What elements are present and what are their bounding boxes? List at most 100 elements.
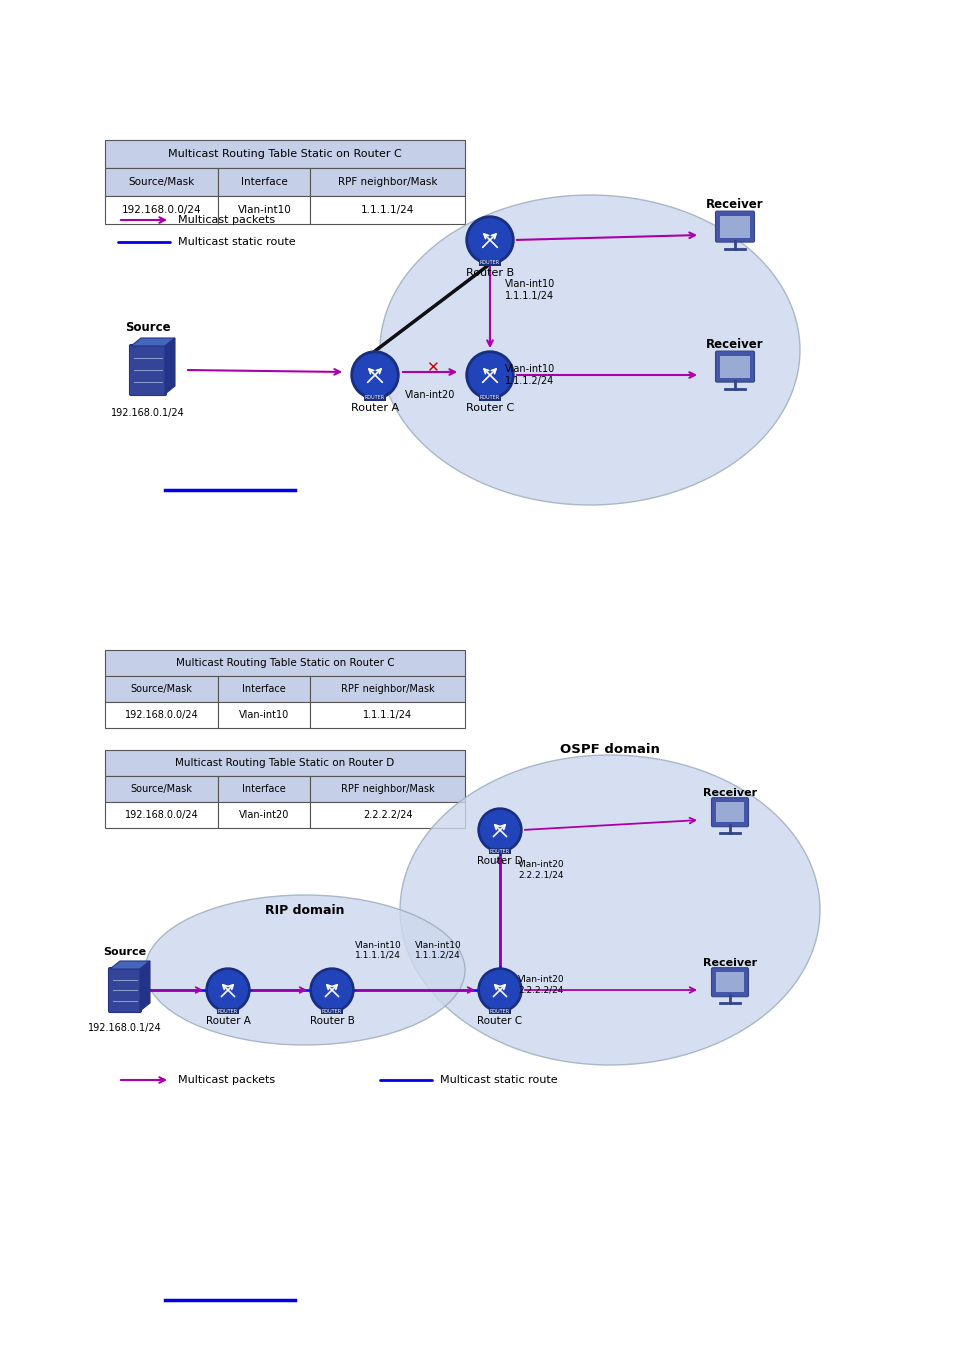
Text: ✕: ✕ xyxy=(425,360,438,375)
Text: RPF neighbor/Mask: RPF neighbor/Mask xyxy=(337,177,436,188)
FancyBboxPatch shape xyxy=(218,167,310,196)
Text: Router B: Router B xyxy=(465,269,514,278)
Circle shape xyxy=(310,968,354,1012)
Circle shape xyxy=(465,216,514,265)
Text: Multicast Routing Table Static on Router C: Multicast Routing Table Static on Router… xyxy=(168,148,401,159)
FancyBboxPatch shape xyxy=(105,776,218,802)
Polygon shape xyxy=(131,338,174,346)
Text: Router D: Router D xyxy=(476,856,522,865)
Text: Router C: Router C xyxy=(465,404,514,413)
Text: OSPF domain: OSPF domain xyxy=(559,744,659,756)
Text: Router B: Router B xyxy=(309,1017,355,1026)
Text: Vlan-int10
1.1.1.2/24: Vlan-int10 1.1.1.2/24 xyxy=(504,364,555,386)
Text: 192.168.0.0/24: 192.168.0.0/24 xyxy=(125,710,198,720)
Circle shape xyxy=(480,810,518,849)
Text: Vlan-int10
1.1.1.2/24: Vlan-int10 1.1.1.2/24 xyxy=(415,941,461,960)
Text: Vlan-int10: Vlan-int10 xyxy=(237,205,291,215)
Circle shape xyxy=(313,971,351,1010)
Text: Multicast Routing Table Static on Router C: Multicast Routing Table Static on Router… xyxy=(175,657,394,668)
Circle shape xyxy=(351,351,398,400)
Text: Vlan-int20
2.2.2.1/24: Vlan-int20 2.2.2.1/24 xyxy=(517,860,564,880)
Text: Source: Source xyxy=(103,946,147,957)
Text: 1.1.1.1/24: 1.1.1.1/24 xyxy=(360,205,414,215)
Text: Source/Mask: Source/Mask xyxy=(131,684,193,694)
Text: ROUTER: ROUTER xyxy=(365,396,385,401)
Text: 1.1.1.1/24: 1.1.1.1/24 xyxy=(363,710,412,720)
FancyBboxPatch shape xyxy=(715,351,754,382)
Text: Interface: Interface xyxy=(241,177,288,188)
Text: Vlan-int10
1.1.1.1/24: Vlan-int10 1.1.1.1/24 xyxy=(355,941,401,960)
Text: ROUTER: ROUTER xyxy=(479,396,499,401)
Text: Source/Mask: Source/Mask xyxy=(129,177,194,188)
Text: RPF neighbor/Mask: RPF neighbor/Mask xyxy=(340,784,434,794)
Ellipse shape xyxy=(379,194,800,505)
Text: 192.168.0.0/24: 192.168.0.0/24 xyxy=(122,205,201,215)
Text: 192.168.0.1/24: 192.168.0.1/24 xyxy=(88,1023,162,1033)
Text: Interface: Interface xyxy=(242,784,286,794)
Text: Router A: Router A xyxy=(205,1017,251,1026)
Text: Multicast packets: Multicast packets xyxy=(178,1075,274,1085)
Circle shape xyxy=(468,354,511,396)
Circle shape xyxy=(354,354,395,396)
FancyBboxPatch shape xyxy=(716,802,743,822)
Text: Source: Source xyxy=(125,321,171,333)
Text: 2.2.2.2/24: 2.2.2.2/24 xyxy=(362,810,412,819)
FancyBboxPatch shape xyxy=(310,776,464,802)
FancyBboxPatch shape xyxy=(218,196,310,224)
FancyBboxPatch shape xyxy=(109,968,141,1012)
FancyBboxPatch shape xyxy=(105,196,218,224)
Text: Vlan-int20: Vlan-int20 xyxy=(239,810,289,819)
Text: Vlan-int20: Vlan-int20 xyxy=(404,390,455,400)
FancyBboxPatch shape xyxy=(310,676,464,702)
Polygon shape xyxy=(110,961,150,969)
FancyBboxPatch shape xyxy=(218,776,310,802)
FancyBboxPatch shape xyxy=(720,216,749,238)
Text: Multicast static route: Multicast static route xyxy=(439,1075,558,1085)
FancyBboxPatch shape xyxy=(218,802,310,828)
Circle shape xyxy=(209,971,247,1010)
FancyBboxPatch shape xyxy=(105,676,218,702)
FancyBboxPatch shape xyxy=(720,355,749,378)
Circle shape xyxy=(468,219,511,261)
Text: ROUTER: ROUTER xyxy=(479,261,499,266)
Text: Receiver: Receiver xyxy=(705,198,763,211)
Text: Interface: Interface xyxy=(242,684,286,694)
Text: Receiver: Receiver xyxy=(702,958,757,968)
FancyBboxPatch shape xyxy=(715,211,754,242)
Text: Multicast static route: Multicast static route xyxy=(178,238,295,247)
FancyBboxPatch shape xyxy=(310,196,464,224)
Text: Vlan-int20
2.2.2.2/24: Vlan-int20 2.2.2.2/24 xyxy=(517,975,564,995)
Text: Vlan-int10: Vlan-int10 xyxy=(239,710,289,720)
Text: RPF neighbor/Mask: RPF neighbor/Mask xyxy=(340,684,434,694)
FancyBboxPatch shape xyxy=(711,798,748,826)
Text: 192.168.0.0/24: 192.168.0.0/24 xyxy=(125,810,198,819)
Circle shape xyxy=(477,968,521,1012)
Text: Receiver: Receiver xyxy=(705,339,763,351)
Text: ROUTER: ROUTER xyxy=(217,1008,238,1014)
FancyBboxPatch shape xyxy=(105,167,218,196)
Circle shape xyxy=(465,351,514,400)
Text: Router C: Router C xyxy=(476,1017,522,1026)
Text: ROUTER: ROUTER xyxy=(321,1008,342,1014)
Text: Multicast Routing Table Static on Router D: Multicast Routing Table Static on Router… xyxy=(175,757,395,768)
FancyBboxPatch shape xyxy=(130,344,167,396)
FancyBboxPatch shape xyxy=(105,802,218,828)
Circle shape xyxy=(206,968,250,1012)
FancyBboxPatch shape xyxy=(711,968,748,996)
Text: Router A: Router A xyxy=(351,404,398,413)
Text: Receiver: Receiver xyxy=(702,788,757,798)
FancyBboxPatch shape xyxy=(105,751,464,776)
FancyBboxPatch shape xyxy=(716,972,743,992)
Text: RIP domain: RIP domain xyxy=(265,903,344,917)
Circle shape xyxy=(480,971,518,1010)
Text: Source/Mask: Source/Mask xyxy=(131,784,193,794)
FancyBboxPatch shape xyxy=(105,702,218,728)
FancyBboxPatch shape xyxy=(310,802,464,828)
Text: Vlan-int10
1.1.1.1/24: Vlan-int10 1.1.1.1/24 xyxy=(504,279,555,301)
FancyBboxPatch shape xyxy=(310,167,464,196)
FancyBboxPatch shape xyxy=(218,676,310,702)
Polygon shape xyxy=(140,961,150,1011)
Ellipse shape xyxy=(399,755,820,1065)
Text: 192.168.0.1/24: 192.168.0.1/24 xyxy=(111,408,185,418)
Text: ROUTER: ROUTER xyxy=(490,1008,510,1014)
